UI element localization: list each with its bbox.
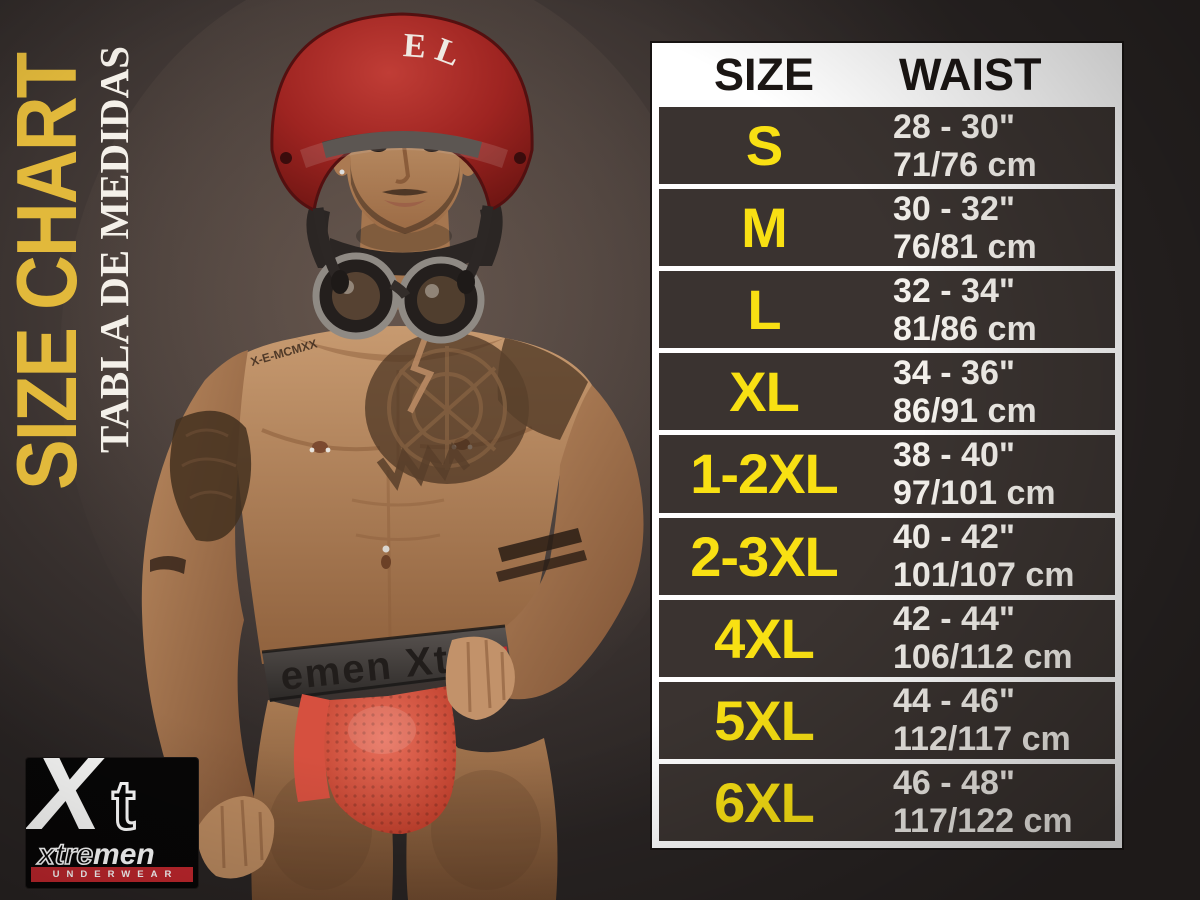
- waist-inches: 30 - 32": [893, 189, 1015, 228]
- left-strap: [293, 694, 330, 802]
- armband-tattoo: [498, 528, 582, 562]
- size-cell: 1-2XL: [690, 442, 839, 506]
- waist-inches: 32 - 34": [893, 271, 1015, 310]
- underwear: emen Xt X: [261, 624, 513, 834]
- waist-inches: 44 - 46": [893, 682, 1015, 721]
- model-photo: X-E-MCMXX emen Xt X: [0, 0, 660, 900]
- waist-cell: 34 - 36" 86/91 cm: [869, 354, 1037, 430]
- waist-inches: 42 - 44": [893, 600, 1015, 639]
- waist-inches: 38 - 40": [893, 435, 1015, 474]
- waist-cell: 38 - 40" 97/101 cm: [869, 436, 1056, 512]
- table-row: 2-3XL 40 - 42" 101/107 cm: [659, 517, 1115, 595]
- beard: [350, 160, 460, 234]
- waist-cm: 97/101 cm: [893, 473, 1056, 512]
- size-cell: 2-3XL: [690, 524, 839, 588]
- table-row: 1-2XL 38 - 40" 97/101 cm: [659, 435, 1115, 513]
- nose: [395, 145, 411, 184]
- waist-inches: 28 - 30": [893, 107, 1015, 146]
- header-size: SIZE: [713, 49, 815, 100]
- table-row: L 32 - 34" 81/86 cm: [659, 271, 1115, 349]
- logo-x-mark: X: [30, 758, 103, 852]
- waist-cm: 76/81 cm: [893, 227, 1037, 266]
- waist-cell: 28 - 30" 71/76 cm: [869, 108, 1037, 184]
- table-row: XL 34 - 36" 86/91 cm: [659, 353, 1115, 431]
- waist-cm: 71/76 cm: [893, 145, 1037, 184]
- size-table: SIZE WAIST S 28 - 30" 71/76 cm M 30 - 32…: [650, 41, 1124, 850]
- waist-cell: 40 - 42" 101/107 cm: [869, 518, 1075, 594]
- arm-tattoo-wolf: [169, 410, 252, 542]
- title-size-chart: SIZE CHART: [0, 54, 96, 490]
- waist-cell: 44 - 46" 112/117 cm: [869, 682, 1071, 758]
- size-cell: M: [741, 196, 788, 260]
- logo-wordmark-outline: xtre: [37, 838, 94, 871]
- waist-cell: 42 - 44" 106/112 cm: [869, 600, 1073, 676]
- table-row: 4XL 42 - 44" 106/112 cm: [659, 599, 1115, 677]
- chest-tattoo: [365, 328, 588, 491]
- waist-cell: 32 - 34" 81/86 cm: [869, 272, 1037, 348]
- logo-wordmark-solid: men: [93, 838, 155, 871]
- title-tabla-de-medidas: TABLA DE MEDIDAS: [91, 45, 137, 453]
- waist-inches: 46 - 48": [893, 764, 1015, 803]
- finger-lines: [466, 639, 506, 713]
- table-row: S 28 - 30" 71/76 cm: [659, 107, 1115, 185]
- size-cell: S: [745, 114, 783, 178]
- waistband: [262, 626, 512, 702]
- size-table-rows: S 28 - 30" 71/76 cm M 30 - 32" 76/81 cm …: [652, 107, 1122, 848]
- xtremen-logo: X t xtremen UNDERWEAR: [26, 758, 198, 888]
- right-arm: [472, 385, 644, 700]
- size-cell: 4XL: [714, 606, 815, 670]
- waist-inches: 40 - 42": [893, 518, 1015, 557]
- size-cell: 6XL: [714, 770, 815, 834]
- size-cell: 5XL: [714, 688, 815, 752]
- logo-wordmark: xtremen: [37, 838, 155, 871]
- waist-cm: 81/86 cm: [893, 309, 1037, 348]
- size-cell: L: [747, 278, 781, 342]
- logo-t-mark: t: [110, 766, 136, 844]
- waist-cell: 30 - 32" 76/81 cm: [869, 190, 1037, 266]
- left-hand: [196, 796, 275, 879]
- table-row: 6XL 46 - 48" 117/122 cm: [659, 763, 1115, 841]
- waist-cm: 101/107 cm: [893, 556, 1075, 595]
- mustache: [382, 189, 428, 196]
- waist-cm: 112/117 cm: [893, 720, 1071, 759]
- right-hand: [445, 636, 515, 720]
- size-cell: XL: [729, 360, 800, 424]
- header-waist: WAIST: [899, 49, 1042, 100]
- waist-cm: 117/122 cm: [893, 802, 1073, 841]
- waist-inches: 34 - 36": [893, 353, 1015, 392]
- helmet-liner: [322, 131, 482, 158]
- table-row: M 30 - 32" 76/81 cm: [659, 189, 1115, 267]
- waist-cm: 106/112 cm: [893, 638, 1073, 677]
- table-row: 5XL 44 - 46" 112/117 cm: [659, 681, 1115, 759]
- waist-cm: 86/91 cm: [893, 391, 1037, 430]
- helmet-visor: [300, 131, 508, 168]
- size-table-header: SIZE WAIST: [652, 43, 1122, 107]
- lips: [384, 200, 426, 207]
- left-arm: X-E-MCMXX: [141, 336, 319, 879]
- logo-underwear-bar: UNDERWEAR: [31, 867, 193, 882]
- waist-cell: 46 - 48" 117/122 cm: [869, 764, 1073, 840]
